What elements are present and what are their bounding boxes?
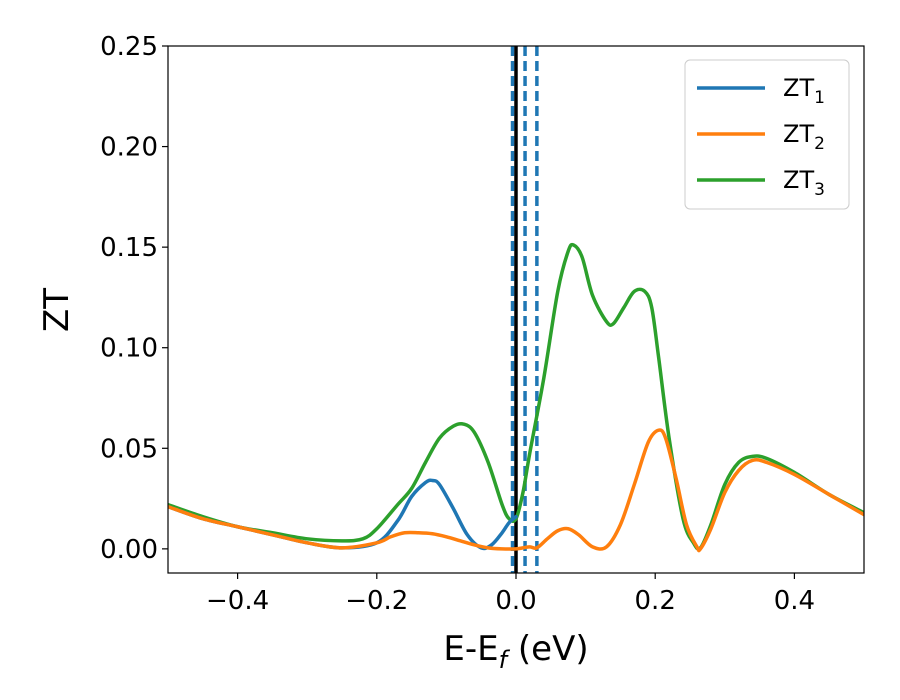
x-tick-label: −0.4 — [206, 586, 269, 616]
y-tick-label: 0.10 — [100, 334, 158, 364]
x-tick-label: 0.4 — [774, 586, 815, 616]
legend-label-zt1: ZT1 — [783, 74, 825, 108]
y-axis-title: ZT — [37, 288, 77, 332]
y-tick-label: 0.05 — [100, 434, 158, 464]
x-axis-title: E-Ef (eV) — [443, 629, 588, 674]
y-axis-ticks: 0.00 0.05 0.10 0.15 0.20 0.25 — [100, 32, 168, 565]
x-axis-title-main: E-E — [443, 629, 498, 669]
series-lines — [168, 242, 864, 553]
x-axis-title-unit: (eV) — [507, 629, 589, 669]
series-line-zt2 — [168, 428, 864, 553]
y-tick-label: 0.25 — [100, 32, 158, 62]
y-tick-label: 0.15 — [100, 233, 158, 263]
legend: ZT1 ZT2 ZT3 — [684, 59, 850, 210]
y-tick-label: 0.20 — [100, 133, 158, 163]
legend-box — [684, 59, 850, 210]
x-axis-ticks: −0.4 −0.2 0.0 0.2 0.4 — [206, 573, 815, 616]
x-tick-label: 0.2 — [635, 586, 676, 616]
legend-label-zt2: ZT2 — [783, 120, 825, 154]
x-tick-label: −0.2 — [345, 586, 408, 616]
x-tick-label: 0.0 — [495, 586, 536, 616]
legend-label-zt3: ZT3 — [783, 166, 825, 200]
y-tick-label: 0.00 — [100, 535, 158, 565]
